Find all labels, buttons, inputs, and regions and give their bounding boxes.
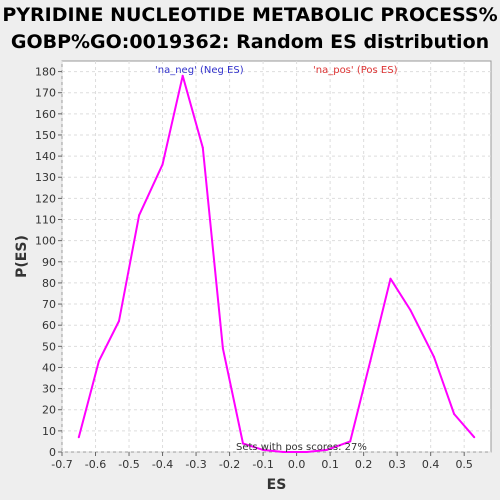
y-tick-label: 170 [35,87,56,100]
legend-entry-pos: 'na_pos' (Pos ES) [313,65,398,76]
series-layer [77,74,476,453]
x-tick-label: 0.3 [388,458,406,471]
y-tick-label: 160 [35,108,56,121]
data-point [305,451,308,453]
data-point [77,436,80,439]
chart-title-line-2: GOBP%GO:0019362: Random ES distribution [10,31,490,53]
data-point [433,355,436,358]
plot-area [61,60,492,453]
y-tick-label: 130 [35,171,56,184]
x-axis-label: ES [267,477,287,493]
data-point [241,442,244,445]
y-tick-label: 60 [42,319,56,332]
data-point [453,412,456,415]
data-point [409,309,412,312]
series-line [77,74,475,453]
y-tick-label: 150 [35,129,56,142]
data-point [262,448,265,451]
x-tick-label: -0.6 [85,458,106,471]
y-tick-label: 30 [42,383,56,396]
y-tick-label: 0 [49,446,56,459]
y-tick-label: 110 [35,214,56,227]
data-point [181,74,184,77]
y-tick-label: 50 [42,340,56,353]
data-point [97,360,100,363]
x-tick-label: 0.2 [355,458,373,471]
data-point [201,146,204,149]
y-tick-label: 140 [35,150,56,163]
x-tick-label: 0.5 [455,458,473,471]
y-tick-label: 10 [42,425,56,438]
axes: 0 10 20 30 40 50 60 70 80 90 100 110 120 130 140 150 160… [35,66,473,471]
data-point [349,440,352,443]
y-tick-label: 70 [42,298,56,311]
data-point [138,214,141,217]
y-tick-label: 80 [42,277,56,290]
data-point [282,451,285,453]
legend-entry-neg: 'na_neg' (Neg ES) [155,65,244,76]
x-tick-label: -0.2 [219,458,240,471]
x-tick-label: -0.7 [51,458,72,471]
x-tick-label: 0.0 [288,458,306,471]
data-point [389,277,392,280]
x-tick-label: -0.1 [252,458,273,471]
x-tick-label: 0.4 [422,458,440,471]
data-point [161,163,164,166]
y-tick-label: 20 [42,404,56,417]
data-point [473,436,476,439]
y-tick-label: 90 [42,256,56,269]
x-tick-label: -0.4 [152,458,173,471]
y-tick-label: 120 [35,192,56,205]
pos-scores-annotation: Sets with pos scores: 27% [236,442,367,453]
data-point [325,448,328,451]
x-tick-label: -0.3 [185,458,206,471]
x-tick-label: -0.5 [118,458,139,471]
y-tick-label: 40 [42,361,56,374]
y-tick-label: 100 [35,235,56,248]
y-tick-label: 180 [35,66,56,79]
x-tick-label: 0.1 [321,458,339,471]
data-point [221,347,224,350]
data-point [117,319,120,322]
y-axis-label: P(ES) [14,235,30,278]
chart-title-line-1: PYRIDINE NUCLEOTIDE METABOLIC PROCESS% [2,4,498,26]
data-point [369,360,372,363]
